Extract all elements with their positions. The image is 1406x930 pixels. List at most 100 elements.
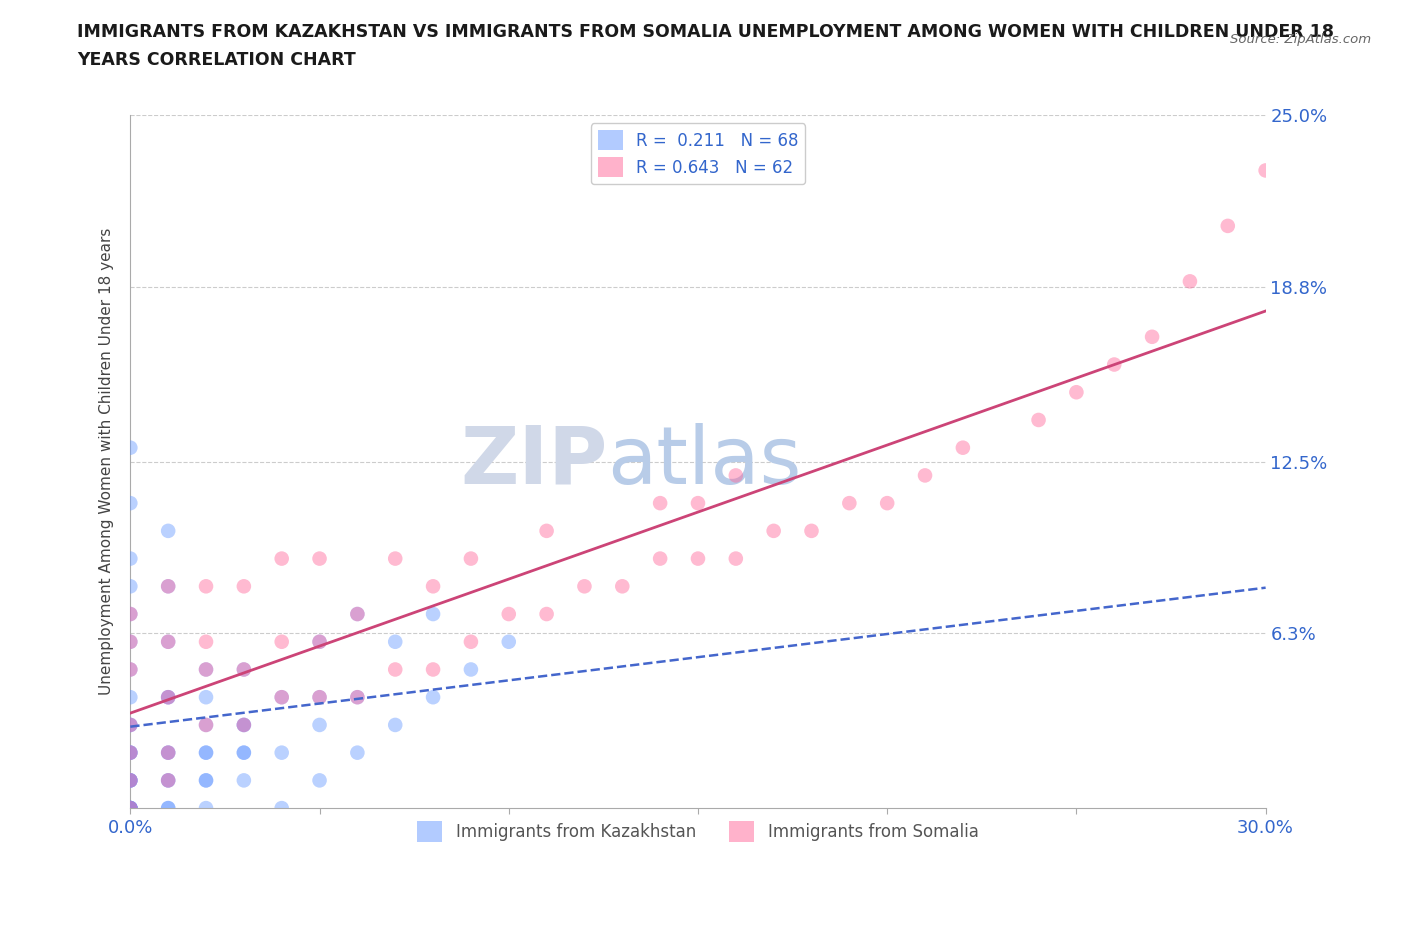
Point <box>195 773 218 788</box>
Point <box>346 606 368 621</box>
Point <box>384 662 406 677</box>
Point <box>157 745 180 760</box>
Text: IMMIGRANTS FROM KAZAKHSTAN VS IMMIGRANTS FROM SOMALIA UNEMPLOYMENT AMONG WOMEN W: IMMIGRANTS FROM KAZAKHSTAN VS IMMIGRANTS… <box>77 23 1334 41</box>
Point <box>1140 329 1163 344</box>
Point <box>120 801 142 816</box>
Point <box>308 773 330 788</box>
Point <box>120 634 142 649</box>
Point <box>120 606 142 621</box>
Point <box>308 690 330 705</box>
Point <box>120 801 142 816</box>
Point <box>384 634 406 649</box>
Point <box>612 578 634 593</box>
Point <box>422 690 444 705</box>
Point <box>120 496 142 511</box>
Point <box>308 634 330 649</box>
Point <box>195 801 218 816</box>
Point <box>195 717 218 732</box>
Point <box>384 717 406 732</box>
Point <box>120 717 142 732</box>
Point <box>157 745 180 760</box>
Point <box>384 551 406 566</box>
Point <box>800 524 823 538</box>
Text: Source: ZipAtlas.com: Source: ZipAtlas.com <box>1230 33 1371 46</box>
Point <box>120 773 142 788</box>
Point <box>498 634 520 649</box>
Point <box>120 745 142 760</box>
Point <box>724 468 747 483</box>
Point <box>120 801 142 816</box>
Point <box>650 496 672 511</box>
Point <box>1216 219 1239 233</box>
Point <box>120 745 142 760</box>
Point <box>120 745 142 760</box>
Point <box>308 551 330 566</box>
Point <box>270 690 292 705</box>
Point <box>157 578 180 593</box>
Point <box>157 634 180 649</box>
Point <box>195 773 218 788</box>
Point <box>195 690 218 705</box>
Point <box>120 801 142 816</box>
Point <box>157 578 180 593</box>
Point <box>195 578 218 593</box>
Point <box>157 690 180 705</box>
Point <box>308 717 330 732</box>
Point <box>1066 385 1088 400</box>
Point <box>120 801 142 816</box>
Legend: Immigrants from Kazakhstan, Immigrants from Somalia: Immigrants from Kazakhstan, Immigrants f… <box>411 815 986 848</box>
Point <box>270 551 292 566</box>
Point <box>120 745 142 760</box>
Point <box>120 662 142 677</box>
Point <box>1102 357 1125 372</box>
Point <box>876 496 898 511</box>
Point <box>270 634 292 649</box>
Point <box>232 773 254 788</box>
Point <box>157 524 180 538</box>
Point <box>422 662 444 677</box>
Y-axis label: Unemployment Among Women with Children Under 18 years: Unemployment Among Women with Children U… <box>100 228 114 696</box>
Point <box>346 690 368 705</box>
Point <box>232 578 254 593</box>
Point <box>686 551 709 566</box>
Point <box>914 468 936 483</box>
Point <box>195 634 218 649</box>
Point <box>157 773 180 788</box>
Text: ZIP: ZIP <box>460 422 607 500</box>
Point <box>120 801 142 816</box>
Point <box>536 524 558 538</box>
Point <box>157 690 180 705</box>
Point <box>157 801 180 816</box>
Point <box>120 551 142 566</box>
Point <box>498 606 520 621</box>
Point <box>157 690 180 705</box>
Point <box>422 606 444 621</box>
Point <box>1028 413 1050 428</box>
Point <box>120 578 142 593</box>
Point <box>650 551 672 566</box>
Point <box>195 745 218 760</box>
Point <box>157 801 180 816</box>
Point <box>195 717 218 732</box>
Point <box>120 717 142 732</box>
Point <box>460 662 482 677</box>
Point <box>232 717 254 732</box>
Point <box>120 773 142 788</box>
Point <box>120 634 142 649</box>
Point <box>157 773 180 788</box>
Point <box>346 606 368 621</box>
Point <box>157 634 180 649</box>
Point <box>952 440 974 455</box>
Point <box>195 745 218 760</box>
Point <box>232 717 254 732</box>
Point <box>460 551 482 566</box>
Point <box>120 773 142 788</box>
Point <box>1254 163 1277 178</box>
Point <box>120 440 142 455</box>
Point <box>120 773 142 788</box>
Point <box>120 717 142 732</box>
Point <box>1178 274 1201 289</box>
Point <box>195 662 218 677</box>
Point <box>270 801 292 816</box>
Point <box>346 690 368 705</box>
